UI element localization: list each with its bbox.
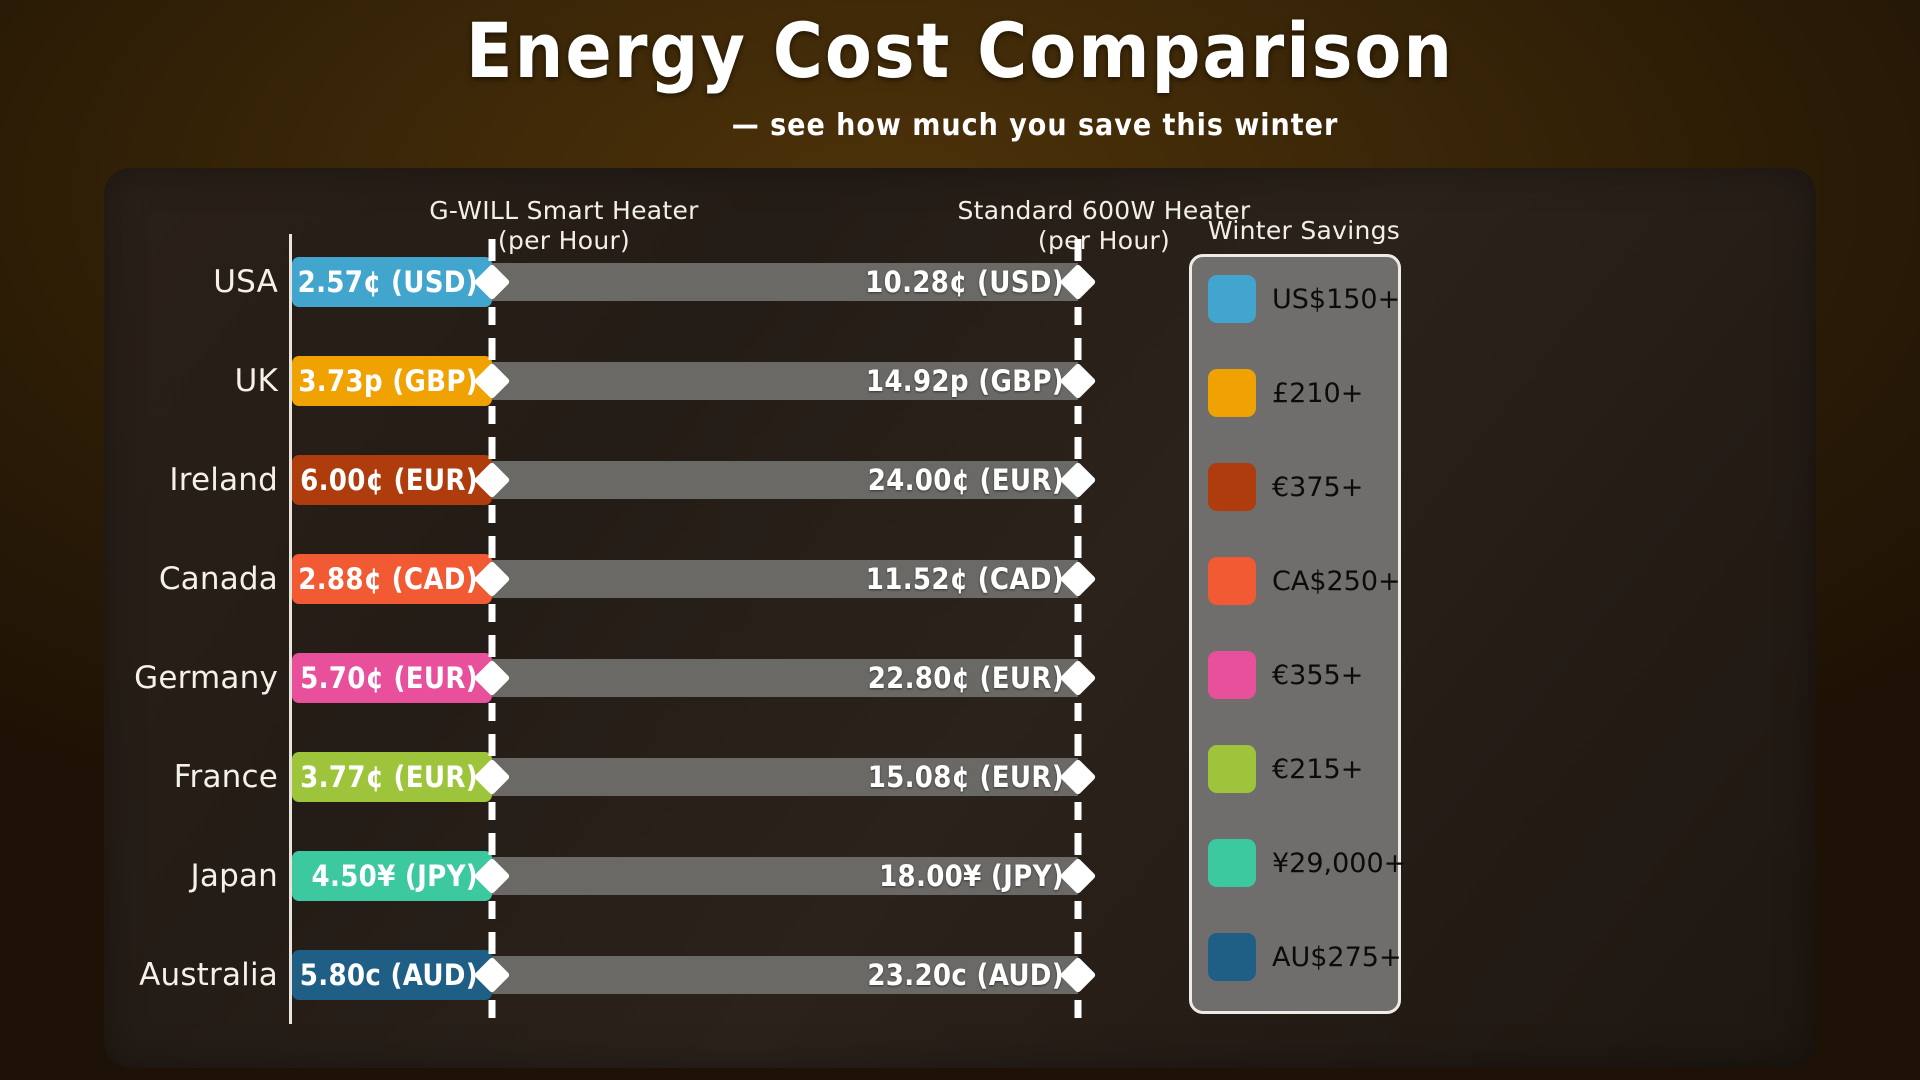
table-row: Ireland 6.00¢ (EUR) 24.00¢ (EUR) <box>104 432 1816 528</box>
standard-heater-value: 24.00¢ (EUR) <box>867 463 1064 497</box>
legend-item: €375+ <box>1208 461 1363 513</box>
legend-color-swatch <box>1208 651 1256 699</box>
legend-item-label: €215+ <box>1272 753 1364 785</box>
smart-heater-value: 5.70¢ (EUR) <box>300 661 478 695</box>
row-country-label: UK <box>234 363 278 399</box>
legend-item-label: £210+ <box>1272 377 1364 409</box>
smart-heater-bar: 3.73p (GBP) <box>292 356 492 406</box>
legend-color-swatch <box>1208 745 1256 793</box>
standard-heater-value: 15.08¢ (EUR) <box>867 760 1064 794</box>
legend-item-label: ¥29,000+ <box>1272 847 1407 879</box>
smart-heater-value: 6.00¢ (EUR) <box>300 463 478 497</box>
standard-heater-value: 11.52¢ (CAD) <box>865 562 1064 596</box>
legend-color-swatch <box>1208 839 1256 887</box>
row-country-label: Australia <box>139 957 278 993</box>
legend-item-label: AU$275+ <box>1272 941 1402 973</box>
standard-heater-bar <box>492 956 1078 994</box>
standard-heater-bar <box>492 758 1078 796</box>
column-header-standard-heater: Standard 600W Heater (per Hour) <box>957 196 1251 255</box>
smart-heater-value: 3.73p (GBP) <box>298 364 478 398</box>
smart-heater-value: 5.80c (AUD) <box>299 958 478 992</box>
row-country-label: France <box>173 759 278 795</box>
column-header-winter-savings: Winter Savings <box>1207 216 1401 245</box>
standard-heater-value: 18.00¥ (JPY) <box>879 859 1064 893</box>
legend-color-swatch <box>1208 557 1256 605</box>
standard-heater-bar <box>492 560 1078 598</box>
chart-axis-line <box>289 234 292 1024</box>
smart-heater-value: 3.77¢ (EUR) <box>300 760 478 794</box>
legend-item: £210+ <box>1208 367 1363 419</box>
standard-heater-bar <box>492 362 1078 400</box>
legend-item-label: US$150+ <box>1272 283 1401 315</box>
smart-heater-bar: 5.70¢ (EUR) <box>292 653 492 703</box>
table-row: Germany 5.70¢ (EUR) 22.80¢ (EUR) <box>104 630 1816 726</box>
page-subtitle: — see how much you save this winter <box>731 108 1339 143</box>
standard-heater-value: 10.28¢ (USD) <box>865 265 1064 299</box>
table-row: Australia 5.80c (AUD) 23.20c (AUD) <box>104 927 1816 1023</box>
standard-heater-bar <box>492 263 1078 301</box>
row-country-label: USA <box>213 264 278 300</box>
smart-heater-bar: 5.80c (AUD) <box>292 950 492 1000</box>
standard-heater-bar <box>492 857 1078 895</box>
page-title: Energy Cost Comparison <box>465 6 1455 95</box>
legend-panel: US$150+ £210+ €375+ CA$250+ €355+ €215+ ¥29,00… <box>1189 254 1406 1014</box>
table-row: USA 2.57¢ (USD) 10.28¢ (USD) <box>104 234 1816 330</box>
smart-heater-bar: 2.88¢ (CAD) <box>292 554 492 604</box>
row-country-label: Japan <box>190 858 278 894</box>
legend-item: AU$275+ <box>1208 931 1402 983</box>
legend-item: CA$250+ <box>1208 555 1401 607</box>
column-header-smart-heater: G-WILL Smart Heater (per Hour) <box>429 196 699 255</box>
standard-heater-value: 22.80¢ (EUR) <box>867 661 1064 695</box>
legend-color-swatch <box>1208 933 1256 981</box>
row-country-label: Ireland <box>169 462 278 498</box>
row-country-label: Germany <box>134 660 278 696</box>
table-row: UK 3.73p (GBP) 14.92p (GBP) <box>104 333 1816 429</box>
chart-panel: G-WILL Smart Heater (per Hour) Standard … <box>104 168 1816 1068</box>
legend-item-label: €375+ <box>1272 471 1364 503</box>
smart-heater-bar: 6.00¢ (EUR) <box>292 455 492 505</box>
legend-color-swatch <box>1208 369 1256 417</box>
standard-heater-value: 14.92p (GBP) <box>865 364 1064 398</box>
smart-heater-value: 2.57¢ (USD) <box>297 265 478 299</box>
standard-heater-bar <box>492 659 1078 697</box>
table-row: Canada 2.88¢ (CAD) 11.52¢ (CAD) <box>104 531 1816 627</box>
legend-color-swatch <box>1208 463 1256 511</box>
legend-item-label: €355+ <box>1272 659 1364 691</box>
legend-item: €215+ <box>1208 743 1363 795</box>
standard-heater-value: 23.20c (AUD) <box>867 958 1064 992</box>
table-row: Japan 4.50¥ (JPY) 18.00¥ (JPY) <box>104 828 1816 924</box>
legend-item: ¥29,000+ <box>1208 837 1406 889</box>
table-row: France 3.77¢ (EUR) 15.08¢ (EUR) <box>104 729 1816 825</box>
legend-color-swatch <box>1208 275 1256 323</box>
standard-heater-bar <box>492 461 1078 499</box>
row-country-label: Canada <box>158 561 278 597</box>
legend-item: €355+ <box>1208 649 1363 701</box>
smart-heater-value: 2.88¢ (CAD) <box>298 562 478 596</box>
legend-item-label: CA$250+ <box>1272 565 1401 597</box>
smart-heater-bar: 4.50¥ (JPY) <box>292 851 492 901</box>
smart-heater-bar: 3.77¢ (EUR) <box>292 752 492 802</box>
smart-heater-value: 4.50¥ (JPY) <box>311 859 478 893</box>
smart-heater-bar: 2.57¢ (USD) <box>292 257 492 307</box>
legend-item: US$150+ <box>1208 273 1400 325</box>
